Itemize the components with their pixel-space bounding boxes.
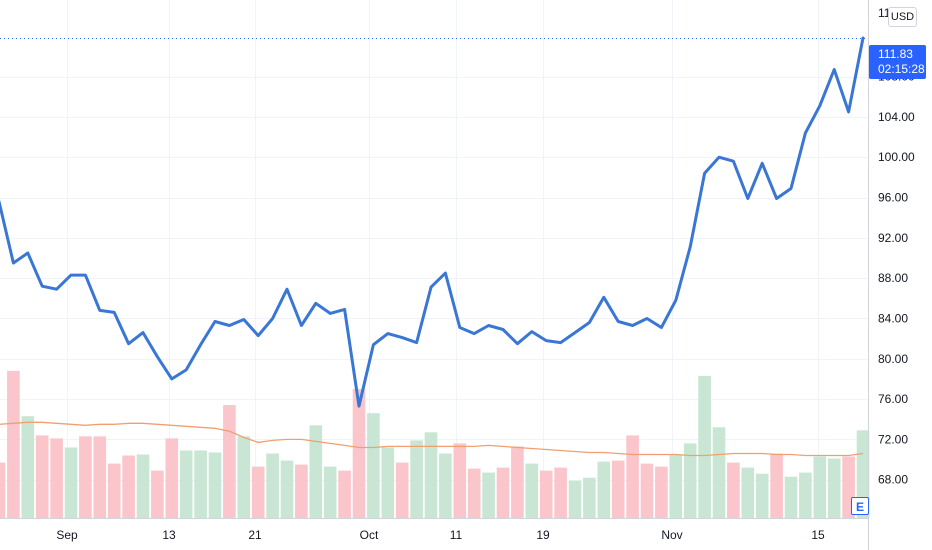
volume-bar — [410, 440, 423, 518]
volume-bar — [367, 413, 380, 518]
price-axis-tick-label: 80.00 — [878, 352, 908, 366]
volume-bar — [194, 450, 207, 518]
price-axis-tick-label: 104.00 — [878, 110, 915, 124]
time-axis-tick-label: 19 — [536, 528, 550, 542]
earnings-event-badge[interactable]: E — [851, 497, 869, 515]
price-axis-tick-label: 88.00 — [878, 271, 908, 285]
volume-bar — [136, 454, 150, 518]
volume-bar — [640, 463, 654, 518]
price-axis-tick-label: 84.00 — [878, 312, 908, 326]
volume-bar — [122, 455, 135, 518]
volume-bar — [784, 476, 798, 518]
bar-countdown-timer: 02:15:28 — [878, 62, 925, 76]
volume-bar — [439, 453, 452, 518]
volume-bar — [7, 370, 20, 518]
volume-bar — [583, 477, 596, 518]
volume-bar — [151, 470, 164, 518]
volume-bar — [35, 435, 49, 518]
volume-bar — [597, 461, 611, 518]
volume-bar — [395, 462, 409, 518]
volume-bar — [107, 463, 121, 518]
volume-bar — [611, 460, 625, 518]
time-axis-tick-label: Oct — [360, 528, 379, 542]
volume-bars — [0, 370, 870, 518]
price-line — [0, 36, 865, 408]
time-axis[interactable]: Sep 13 21 Oct 11 19 Nov 15 — [56, 528, 825, 542]
volume-bar — [482, 472, 495, 518]
volume-bar — [165, 438, 179, 518]
last-price-value: 111.83 — [878, 47, 913, 61]
volume-bar — [712, 427, 726, 518]
volume-bar — [237, 436, 251, 518]
volume-bar — [338, 470, 351, 518]
volume-bar — [280, 460, 294, 518]
volume-bar — [827, 458, 841, 518]
volume-bar — [266, 453, 279, 518]
price-axis[interactable]: 108.00104.00100.0096.0092.0088.0084.0080… — [878, 70, 915, 487]
volume-bar — [453, 443, 467, 518]
volume-bar — [856, 430, 870, 518]
last-price-label: 111.83 02:15:28 — [869, 45, 926, 79]
volume-bar — [511, 446, 524, 518]
volume-bar — [50, 438, 63, 518]
volume-bar — [727, 462, 740, 518]
volume-bar — [755, 473, 769, 518]
volume-bar — [813, 456, 827, 518]
volume-bar — [64, 447, 78, 518]
volume-bar — [539, 470, 553, 518]
volume-bar — [698, 375, 711, 518]
volume-bar — [770, 453, 783, 518]
price-axis-tick-label: 76.00 — [878, 392, 908, 406]
volume-bar — [568, 480, 582, 518]
time-axis-tick-label: 15 — [811, 528, 825, 542]
volume-bar — [424, 432, 438, 518]
price-axis-tick-label: 72.00 — [878, 432, 908, 446]
volume-bar — [467, 468, 481, 518]
volume-bar — [0, 462, 6, 518]
volume-bar — [79, 436, 92, 518]
price-axis-tick-label: 96.00 — [878, 191, 908, 205]
volume-bar — [208, 452, 222, 518]
volume-bar — [683, 443, 697, 518]
time-axis-tick-label: 21 — [248, 528, 262, 542]
price-axis-tick-label: 92.00 — [878, 231, 908, 245]
volume-bar — [626, 435, 639, 518]
time-axis-tick-label: 13 — [162, 528, 176, 542]
volume-bar — [496, 467, 510, 518]
volume-bar — [741, 467, 755, 518]
volume-bar — [21, 416, 35, 518]
volume-bar — [309, 425, 323, 518]
volume-bar — [669, 454, 683, 518]
volume-moving-average-line — [0, 421, 864, 457]
currency-button[interactable]: USD — [888, 7, 917, 27]
time-axis-tick-label: Nov — [661, 528, 682, 542]
volume-bar — [554, 467, 567, 518]
volume-bar — [251, 466, 265, 518]
volume-bar — [295, 464, 308, 518]
time-axis-tick-label: Sep — [56, 528, 78, 542]
volume-bar — [381, 447, 395, 518]
volume-bar — [93, 436, 107, 518]
price-axis-top-tick-partial: 11 — [878, 6, 891, 20]
time-axis-tick-label: 11 — [450, 528, 463, 542]
volume-bar — [655, 466, 668, 518]
volume-bar — [223, 405, 236, 518]
volume-bar — [352, 389, 366, 518]
price-axis-tick-label: 100.00 — [878, 150, 915, 164]
price-axis-tick-label: 68.00 — [878, 473, 908, 487]
volume-bar — [799, 472, 812, 518]
volume-bar — [525, 463, 539, 518]
volume-bar — [179, 450, 193, 518]
volume-bar — [323, 466, 337, 518]
